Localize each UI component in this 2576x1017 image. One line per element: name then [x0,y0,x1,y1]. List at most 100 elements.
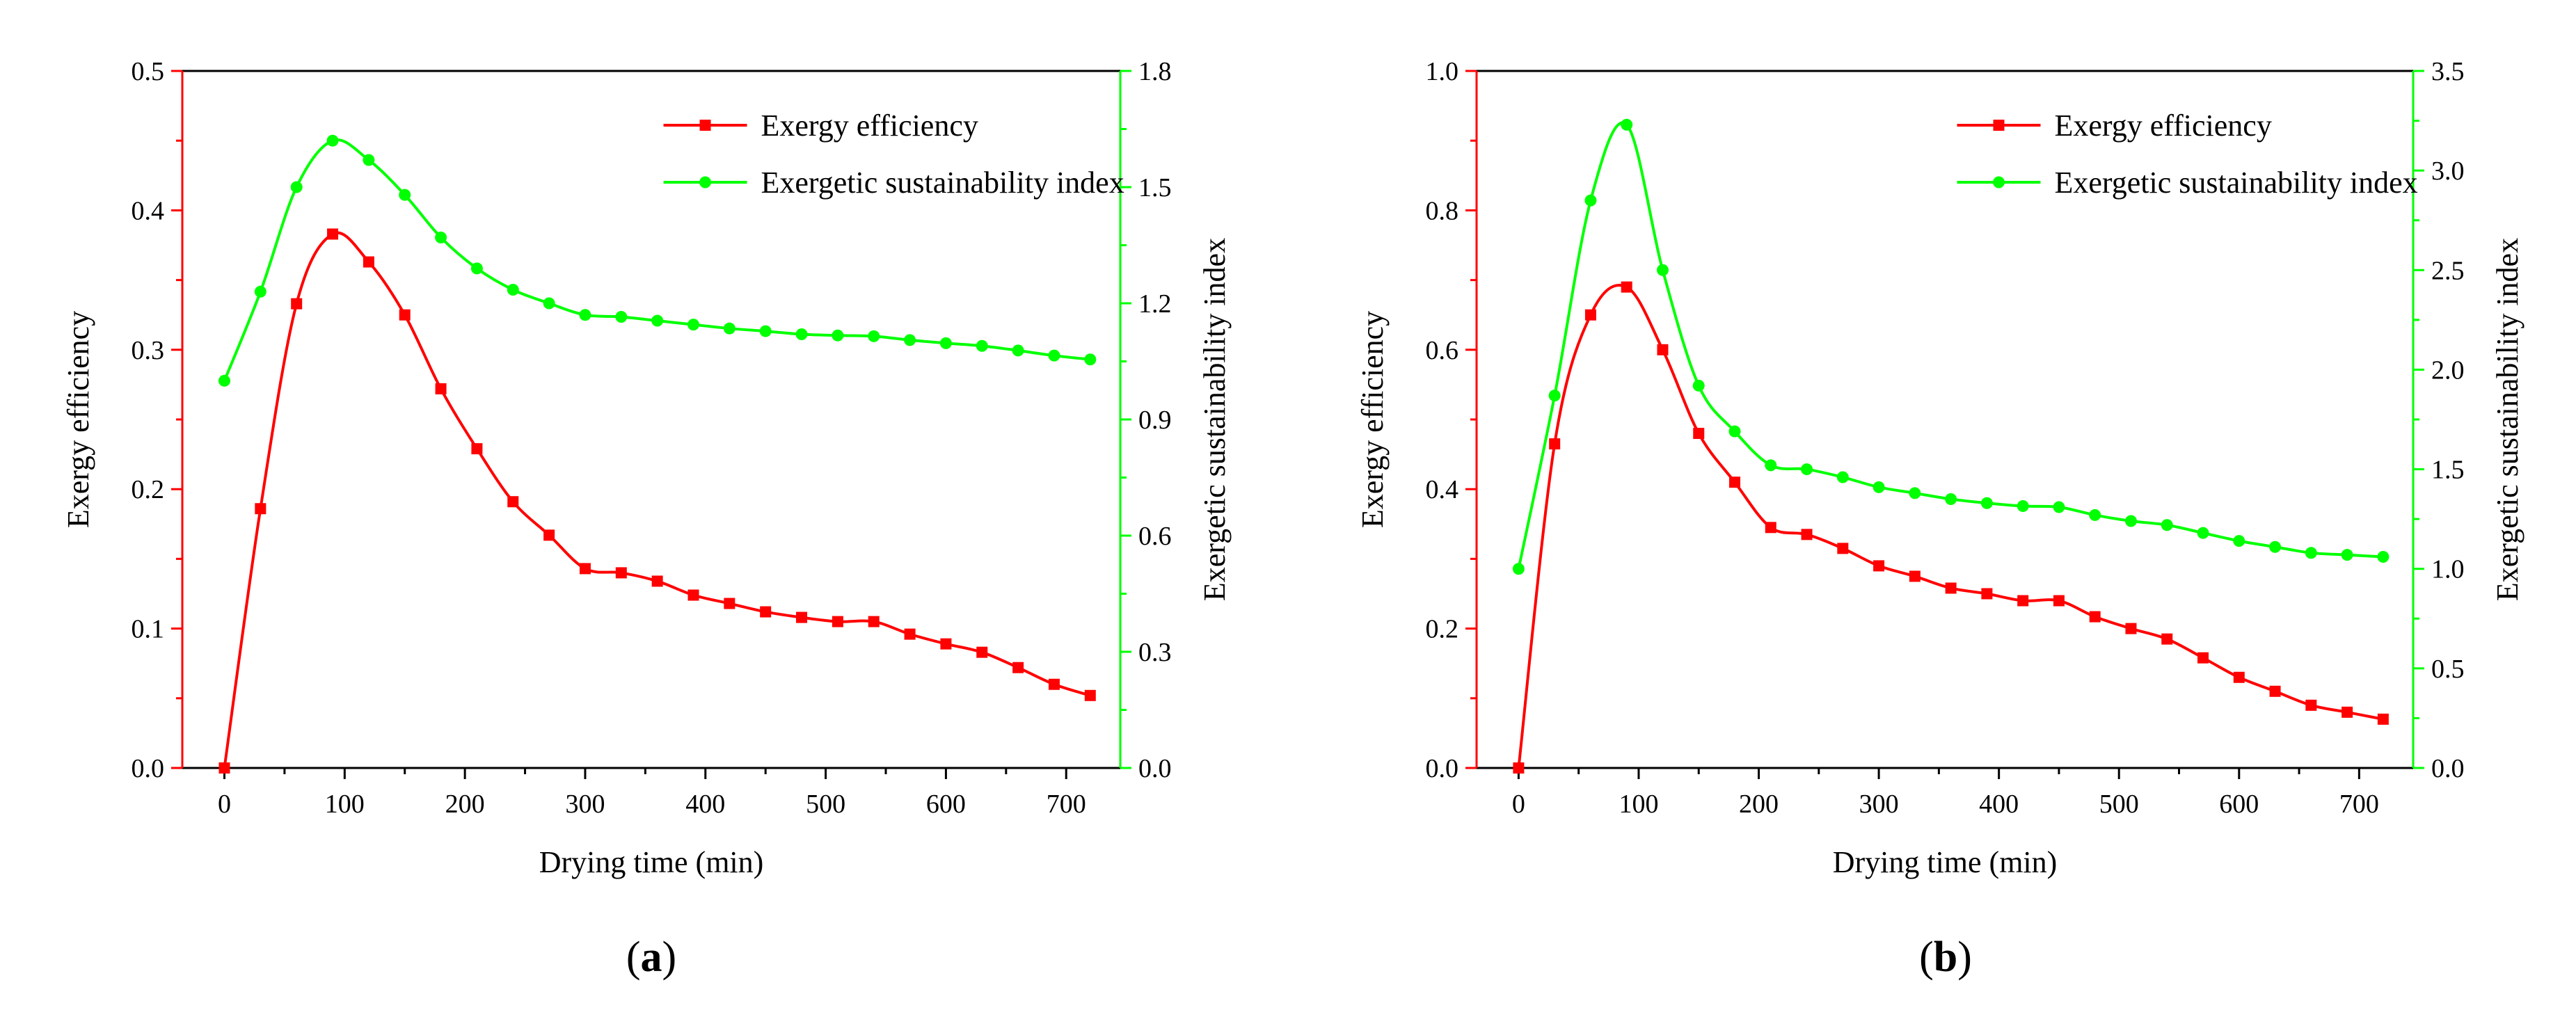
data-point-sustainability-index [326,134,339,147]
legend-label: Exergetic sustainability index [2054,166,2417,200]
legend-label: Exergetic sustainability index [761,166,1124,200]
x-tick-label: 600 [2219,790,2259,819]
y-right-tick-label: 2.5 [2431,256,2465,285]
y-left-tick-label: 0.5 [132,57,165,86]
y-left-tick-label: 0.3 [132,336,165,365]
x-tick-label: 500 [806,790,845,819]
data-point-exergy-efficiency [1657,344,1669,355]
data-point-exergy-efficiency [651,575,663,587]
data-point-sustainability-index [1512,563,1525,575]
data-point-sustainability-index [507,284,519,296]
data-point-exergy-efficiency [291,298,303,310]
data-point-exergy-efficiency [2197,652,2209,664]
data-point-exergy-efficiency [1621,281,1632,293]
data-point-sustainability-index [2377,551,2390,563]
data-point-exergy-efficiency [760,606,772,618]
y-left-tick-label: 0.1 [132,615,165,644]
data-point-exergy-efficiency [471,443,483,455]
data-point-exergy-efficiency [1012,662,1024,673]
data-point-exergy-efficiency [1801,529,1813,540]
legend-label: Exergy efficiency [2054,109,2271,143]
y-right-tick-label: 1.5 [1138,173,1172,202]
chart-panel-a: 0 100 200 300 400 500 600 700 0.0 0.1 0.2 0.3 0.4 0.5… [61,57,1232,981]
data-point-sustainability-index [2124,515,2137,527]
x-tick-label: 200 [445,790,485,819]
data-point-exergy-efficiency [2377,713,2389,725]
y-left-axis-title: Exergy efficiency [61,311,95,528]
data-point-exergy-efficiency [1693,428,1705,440]
x-axis-title: Drying time (min) [539,845,764,879]
data-point-exergy-efficiency [1873,560,1885,572]
data-point-exergy-efficiency [218,762,230,774]
y-right-tick-label: 3.0 [2431,157,2465,186]
data-point-exergy-efficiency [1729,477,1741,488]
data-point-sustainability-index [2233,535,2245,547]
x-tick-label: 200 [1739,790,1779,819]
data-point-sustainability-index [1692,379,1705,392]
panel-label-a: (a) [626,934,676,981]
x-tick-label: 500 [2099,790,2139,819]
y-right-tick-label: 1.8 [1138,57,1172,86]
y-left-tick-label: 0.0 [132,754,165,783]
x-tick-label: 0 [1512,790,1525,819]
data-point-exergy-efficiency [796,611,808,623]
data-point-sustainability-index [904,334,916,346]
data-point-sustainability-index [1656,264,1669,276]
data-point-sustainability-index [363,154,375,166]
data-point-sustainability-index [1909,487,1921,499]
data-point-exergy-efficiency [1765,522,1776,534]
data-point-sustainability-index [1873,481,1885,493]
data-point-exergy-efficiency [2125,623,2137,634]
data-point-exergy-efficiency [543,529,555,541]
y-left-axis-title: Exergy efficiency [1355,311,1390,528]
data-point-sustainability-index [2269,540,2282,553]
data-point-exergy-efficiency [327,228,339,240]
data-point-sustainability-index [1945,493,1957,506]
data-point-exergy-efficiency [1048,678,1060,690]
data-point-sustainability-index [651,314,664,327]
y-left-tick-label: 0.2 [132,475,165,504]
data-point-exergy-efficiency [1584,309,1596,321]
y-right-tick-label: 0.6 [1138,522,1172,551]
data-point-sustainability-index [939,337,952,349]
data-point-sustainability-index [579,309,591,321]
data-point-exergy-efficiency [1909,570,1921,582]
series-line-exergy-efficiency [223,231,1091,769]
data-point-exergy-efficiency [832,616,843,627]
chart-panel-b: 0 100 200 300 400 500 600 700 0.0 0.2 0.4 0.6 0.8 1.0… [1355,57,2525,981]
data-point-sustainability-index [832,329,844,342]
legend-marker [1993,120,2005,131]
data-point-exergy-efficiency [1981,588,1993,600]
data-point-sustainability-index [615,310,628,323]
data-point-exergy-efficiency [399,309,411,321]
y-right-tick-label: 0.3 [1138,638,1172,667]
x-tick-label: 400 [685,790,725,819]
data-point-exergy-efficiency [2269,685,2281,697]
data-point-sustainability-index [254,285,267,298]
y-left-tick-label: 0.8 [1426,196,1459,225]
data-point-exergy-efficiency [1945,582,1957,594]
data-point-exergy-efficiency [1837,543,1849,554]
y-left-tick-label: 0.4 [132,196,165,225]
data-point-exergy-efficiency [579,563,591,575]
data-point-sustainability-index [687,319,699,331]
y-right-tick-label: 0.0 [2431,754,2465,783]
data-point-sustainability-index [2197,527,2209,539]
data-point-sustainability-index [1548,390,1561,402]
data-point-exergy-efficiency [1549,438,1561,450]
x-axis-title: Drying time (min) [1833,845,2058,879]
data-point-exergy-efficiency [868,616,880,627]
x-tick-label: 100 [325,790,365,819]
data-point-exergy-efficiency [2017,595,2029,607]
data-point-sustainability-index [1801,463,1813,476]
data-point-sustainability-index [2089,508,2101,521]
data-point-exergy-efficiency [904,628,916,640]
data-point-sustainability-index [1765,459,1777,472]
x-tick-label: 300 [1859,790,1899,819]
x-tick-label: 100 [1619,790,1658,819]
y-right-tick-label: 0.9 [1138,406,1172,435]
x-tick-label: 700 [2339,790,2379,819]
panel-label-b: (b) [1919,934,1972,981]
y-left-tick-label: 0.6 [1426,336,1459,365]
